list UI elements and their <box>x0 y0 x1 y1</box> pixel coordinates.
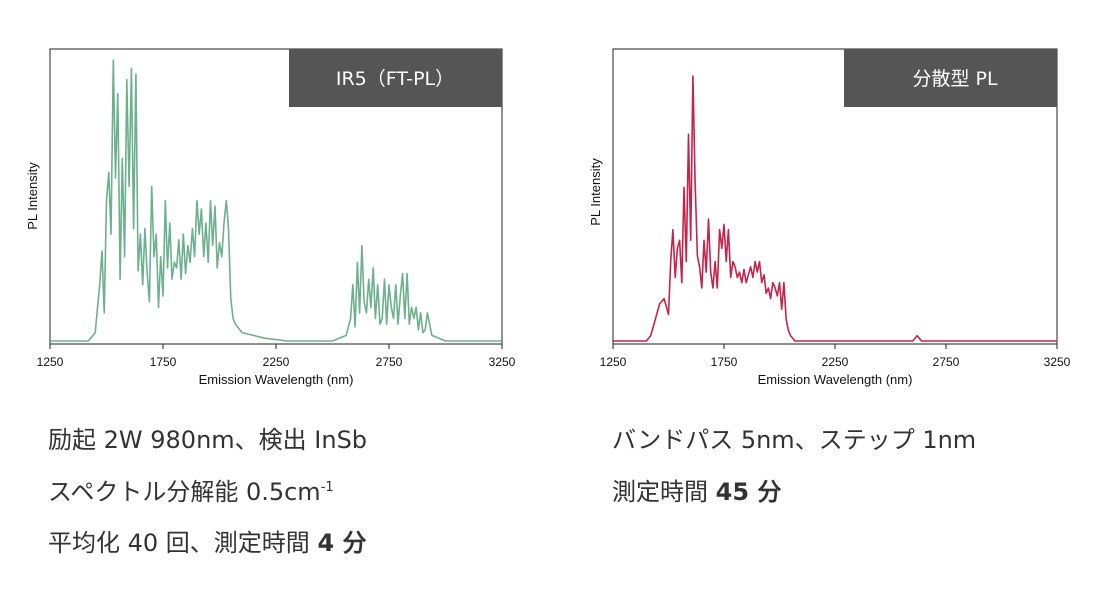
y-axis-label: PL Intensity <box>588 158 603 226</box>
badge-background <box>844 49 1057 107</box>
x-tick-label: 1250 <box>600 355 627 369</box>
x-tick-label: 1750 <box>150 355 177 369</box>
caption-left-line3: 平均化 40 回、測定時間 4 分 <box>48 531 367 555</box>
x-axis-label: Emission Wavelength (nm) <box>199 372 354 387</box>
x-axis-label: Emission Wavelength (nm) <box>758 372 913 387</box>
caption-right-line2: 測定時間 45 分 <box>612 480 781 504</box>
series-line <box>50 59 502 342</box>
x-tick-label: 3250 <box>1044 355 1071 369</box>
caption-bold: 4 分 <box>317 529 367 557</box>
caption-text: 測定時間 <box>612 478 716 506</box>
chart-right: 分散型 PL 1250 1750 2250 2750 3250 Emission Wav… <box>588 48 1071 387</box>
chart-left: IR5（FT-PL） 1250 1750 2250 2750 3250 Emission… <box>25 48 516 387</box>
x-tick-label: 2250 <box>263 355 290 369</box>
chart-badge: 分散型 PL <box>912 68 997 90</box>
badge-background <box>289 49 502 107</box>
caption-text: スペクトル分解能 0.5cm <box>48 478 321 506</box>
caption-left-line2: スペクトル分解能 0.5cm-1 <box>48 480 334 504</box>
series-line <box>613 75 1057 342</box>
x-tick-label: 2750 <box>933 355 960 369</box>
x-tick-label: 1250 <box>37 355 64 369</box>
plot-area <box>50 59 502 342</box>
x-tick-label: 2250 <box>822 355 849 369</box>
caption-text: 平均化 40 回、測定時間 <box>48 529 318 557</box>
caption-right-line1: バンドパス 5nm、ステップ 1nm <box>612 426 977 454</box>
x-tick-label: 2750 <box>376 355 403 369</box>
caption-left-line1: 励起 2W 980nm、検出 InSb <box>48 426 368 454</box>
x-ticks: 1250 1750 2250 2750 3250 <box>600 344 1071 369</box>
chart-badge: IR5（FT-PL） <box>336 68 454 90</box>
caption-bold: 45 分 <box>715 478 782 506</box>
superscript: -1 <box>320 480 334 495</box>
x-tick-label: 3250 <box>489 355 516 369</box>
x-ticks: 1250 1750 2250 2750 3250 <box>37 344 516 369</box>
plot-area <box>613 75 1057 342</box>
y-axis-label: PL Intensity <box>25 162 40 230</box>
x-tick-label: 1750 <box>711 355 738 369</box>
